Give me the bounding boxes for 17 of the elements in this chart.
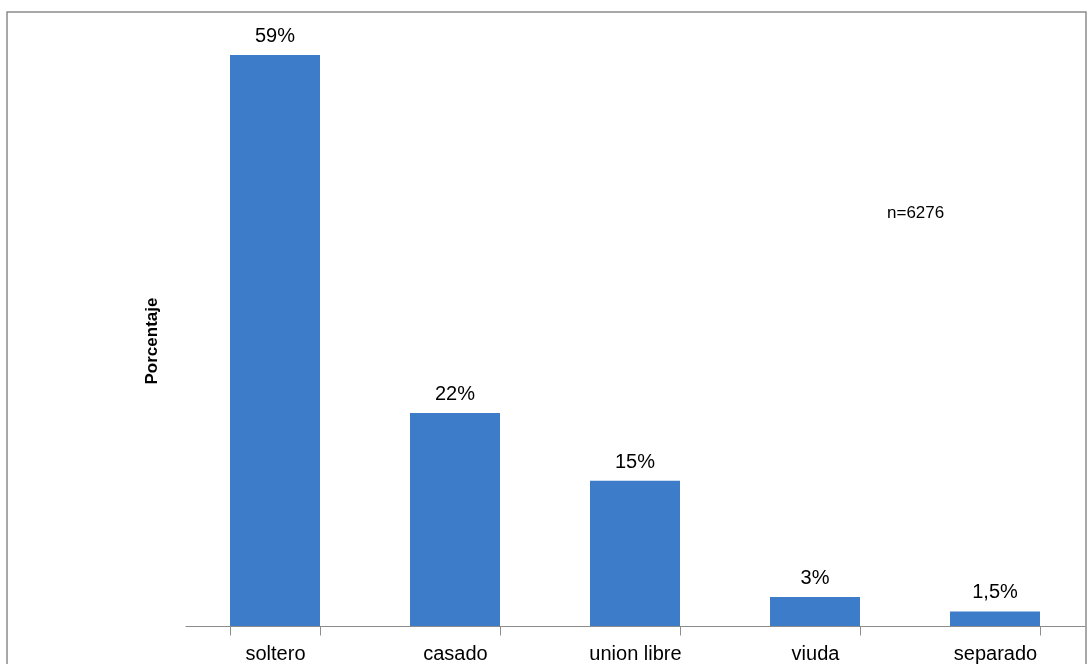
data-label: 1,5% — [972, 580, 1019, 603]
bar — [770, 596, 860, 626]
annotation: n=6276 — [887, 203, 945, 222]
x-tick-label: soltero — [245, 641, 306, 664]
x-tick-label: separado — [953, 641, 1038, 664]
y-axis-title: Porcentaje — [141, 297, 161, 385]
data-label: 3% — [800, 565, 830, 588]
x-tick-label: viuda — [791, 641, 841, 664]
bar — [950, 611, 1040, 626]
bar — [230, 55, 320, 626]
x-tick-label: casado — [423, 641, 488, 664]
x-tick-label: union libre — [589, 641, 682, 664]
bar — [410, 413, 500, 626]
data-label: 15% — [614, 449, 656, 472]
bar — [590, 480, 680, 626]
data-label: 22% — [434, 382, 476, 405]
data-label: 59% — [254, 24, 296, 46]
